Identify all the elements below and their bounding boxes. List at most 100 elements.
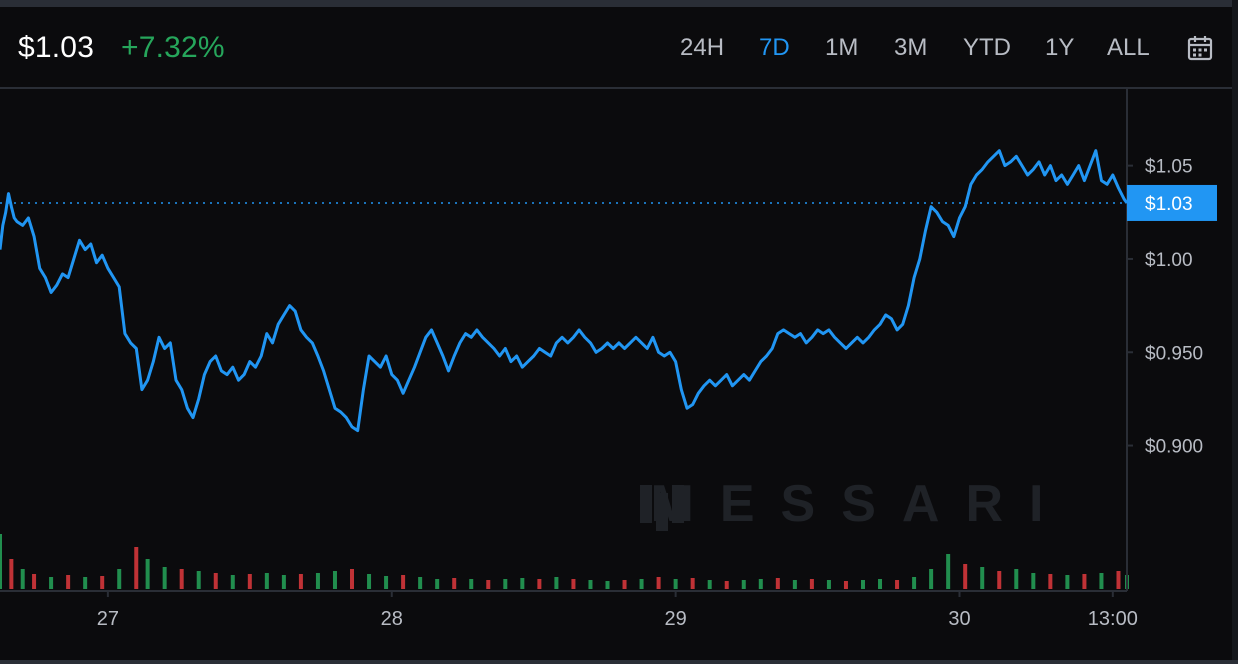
x-tick-label: 27 [97, 608, 119, 630]
volume-bar [946, 554, 951, 589]
volume-bar [554, 577, 559, 589]
current-price-tag-label: $1.03 [1145, 194, 1193, 215]
volume-bar [1099, 573, 1104, 589]
right-edge [1232, 0, 1238, 664]
x-tick-label: 28 [381, 608, 403, 630]
volume-bar [49, 577, 54, 589]
volume-bar [724, 581, 729, 589]
volume-bar [401, 575, 406, 589]
messari-watermark: MESSARI [651, 475, 1070, 533]
volume-bar [997, 571, 1002, 589]
volume-bar [134, 547, 139, 589]
volume-bar [1014, 569, 1019, 589]
volume-bar [117, 569, 122, 589]
top-bar [0, 0, 1232, 7]
range-ytd[interactable]: YTD [963, 34, 1011, 61]
volume-bar [826, 580, 831, 589]
chart-header: $1.03 +7.32% 24H 7D 1M 3M YTD 1Y ALL [0, 7, 1232, 87]
range-7d[interactable]: 7D [759, 34, 790, 61]
volume-bar [281, 575, 286, 589]
volume-bar [503, 579, 508, 589]
y-tick-label: $1.05 [1145, 157, 1193, 178]
volume-bar [843, 581, 848, 589]
volume-bar [571, 579, 576, 589]
volume-bar [605, 581, 610, 589]
calendar-icon[interactable] [1186, 34, 1214, 62]
volume-bar [298, 574, 303, 589]
x-tick-label: 29 [665, 608, 687, 630]
price-chart[interactable]: MESSARI $1.05 $1.00 $0.950 $0.900 27 28 29 30 13… [0, 89, 1232, 660]
bottom-edge [0, 660, 1238, 664]
volume-bar [315, 573, 320, 589]
volume-bar [656, 577, 661, 589]
volume-bar [622, 580, 627, 589]
volume-bar [929, 569, 934, 589]
price-line [0, 149, 1129, 433]
volume-bar [83, 577, 88, 589]
volume-bar [247, 574, 252, 589]
volume-bar [486, 580, 491, 589]
axis-ticks: $1.05 $1.00 $0.950 $0.900 27 28 29 30 13:00 [97, 157, 1203, 630]
volume-bar [912, 577, 917, 589]
volume-bar [1116, 571, 1121, 589]
volume-bar [9, 559, 14, 589]
volume-bar [350, 569, 355, 589]
volume-bars [0, 534, 1129, 589]
range-24h[interactable]: 24H [680, 34, 725, 61]
volume-bar [707, 580, 712, 589]
volume-bar [1082, 574, 1087, 589]
volume-bar [758, 579, 763, 589]
volume-bar [213, 573, 218, 589]
volume-bar [418, 577, 423, 589]
volume-bar [860, 580, 865, 589]
current-price-tag-bg [1127, 184, 1217, 221]
volume-bar [1031, 573, 1036, 589]
volume-bar [588, 580, 593, 589]
volume-bar [963, 564, 968, 589]
header-divider [0, 87, 1232, 89]
messari-logo-icon [640, 485, 684, 531]
volume-bar [895, 580, 900, 589]
price-change-percent: +7.32% [121, 31, 225, 64]
volume-bar [367, 574, 372, 589]
volume-bar [741, 580, 746, 589]
volume-bar [196, 571, 201, 589]
volume-bar [452, 578, 457, 589]
volume-bar [809, 579, 814, 589]
x-tick-label: 30 [948, 608, 970, 630]
volume-bar [332, 571, 337, 589]
volume-bar [639, 579, 644, 589]
current-price-tag: $1.03 [1127, 184, 1217, 221]
volume-bar [145, 559, 150, 589]
range-all[interactable]: ALL [1107, 34, 1150, 61]
volume-bar [66, 575, 71, 589]
y-tick-label: $0.950 [1145, 343, 1203, 364]
volume-bar [264, 573, 269, 589]
volume-bar [980, 567, 985, 589]
volume-bar [100, 576, 105, 589]
volume-bar [775, 578, 780, 589]
volume-bar [1065, 575, 1070, 589]
volume-bar [179, 569, 184, 589]
volume-bar [230, 575, 235, 589]
volume-bar [435, 579, 440, 589]
volume-bar [1048, 574, 1053, 589]
volume-bar [520, 578, 525, 589]
range-1m[interactable]: 1M [825, 34, 859, 61]
volume-bar [32, 574, 37, 589]
volume-bar [690, 578, 695, 589]
volume-bar [162, 567, 167, 589]
x-tick-label: 13:00 [1088, 608, 1138, 630]
volume-bar [537, 579, 542, 589]
y-tick-label: $0.900 [1145, 437, 1203, 458]
volume-bar [469, 579, 474, 589]
volume-bar [792, 580, 797, 589]
volume-bar [0, 534, 2, 589]
volume-bar [673, 579, 678, 589]
volume-bar [384, 576, 389, 589]
volume-bar [20, 569, 25, 589]
range-1y[interactable]: 1Y [1045, 34, 1075, 61]
y-tick-label: $1.00 [1145, 250, 1193, 271]
range-3m[interactable]: 3M [894, 34, 928, 61]
volume-bar [878, 579, 883, 589]
